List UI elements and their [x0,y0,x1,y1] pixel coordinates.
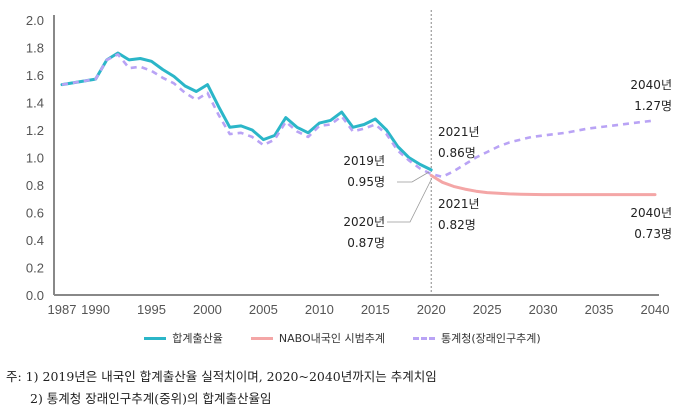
annotation-2019-value: 0.95명 [347,175,385,189]
series-line-1 [429,173,657,197]
annotation-2021-upper-year: 2021년 [438,125,480,139]
annotation-2040-upper-value: 1.27명 [634,99,672,113]
x-tick-label: 2000 [193,302,222,317]
x-tick-label: 2005 [249,302,278,317]
annotation-2040-upper-year: 2040년 [630,78,672,92]
x-tick-label: 2020 [417,302,446,317]
x-tick-label: 2015 [361,302,390,317]
y-tick-label: 0.0 [26,288,44,303]
legend-label-tfr: 합계출산율 [172,332,223,345]
leader-2020 [387,179,432,223]
annotation-2019-year: 2019년 [343,154,385,168]
footnote-1: 주: 1) 2019년은 내국인 합계출산율 실적치이며, 2020~2040년… [6,369,437,384]
y-tick-label: 1.6 [26,68,44,83]
y-tick-label: 0.6 [26,206,44,221]
y-tick-label: 1.8 [26,41,44,56]
legend-swatch-kostat [413,336,436,340]
x-tick-label: 2040 [641,302,670,317]
y-tick-label: 1.2 [26,123,44,138]
x-tick-label: 1990 [81,302,110,317]
leader-2019 [397,171,430,183]
y-axis-ticks: 0.0 0.2 0.4 0.6 0.8 1.0 1.2 1.4 1.6 1.8 2.0 [26,13,44,303]
x-tick-label: 2010 [305,302,334,317]
x-tick-label: 1995 [137,302,166,317]
annotation-2021-lower-year: 2021년 [438,197,480,211]
y-tick-label: 2.0 [26,13,44,28]
x-tick-label: 2030 [529,302,558,317]
annotation-2020-value: 0.87명 [347,236,385,250]
annotation-leaders [387,171,432,223]
annotation-2020-year: 2020년 [343,215,385,229]
legend-item-tfr: 합계출산율 [144,330,223,346]
legend: 합계출산율 NABO내국인 시범추계 통계청(장래인구추계) [0,330,685,346]
legend-swatch-nabo [250,336,273,340]
chart: 0.00.20.40.60.81.01.21.41.61.82.0 1987 19… [26,10,672,317]
y-tick-label: 1.4 [26,96,44,111]
y-tick-label: 0.4 [26,233,44,248]
y-tick-label: 1.0 [26,151,44,166]
x-tick-label: 2035 [585,302,614,317]
annotation-2021-upper-value: 0.86명 [438,146,476,160]
annotations: 2019년 0.95명 2020년 0.87명 2021년 0.86명 2021… [343,78,672,250]
y-tick-label: 0.8 [26,178,44,193]
legend-item-kostat: 통계청(장래인구추계) [413,330,541,346]
legend-swatch-tfr [144,336,167,340]
x-tick-label: 1987 [48,302,77,317]
footnotes: 주: 1) 2019년은 내국인 합계출산율 실적치이며, 2020~2040년… [6,366,437,410]
annotation-2040-lower-year: 2040년 [630,206,672,220]
annotation-2021-lower-value: 0.82명 [438,218,476,232]
series-group [60,51,657,197]
legend-item-nabo: NABO내국인 시범추계 [250,330,386,346]
footnote-2: 2) 통계청 장래인구추계(중위)의 합계출산율임 [30,391,272,406]
y-tick-label: 0.2 [26,261,44,276]
legend-label-kostat: 통계청(장래인구추계) [441,332,541,345]
legend-label-nabo: NABO내국인 시범추계 [278,332,386,345]
x-tick-label: 2025 [473,302,502,317]
series-line-0 [60,51,433,172]
x-axis-ticks: 1987 1990 1995 2000 2005 2010 2015 2020 2025 2030… [48,302,670,317]
annotation-2040-lower-value: 0.73명 [634,227,672,241]
